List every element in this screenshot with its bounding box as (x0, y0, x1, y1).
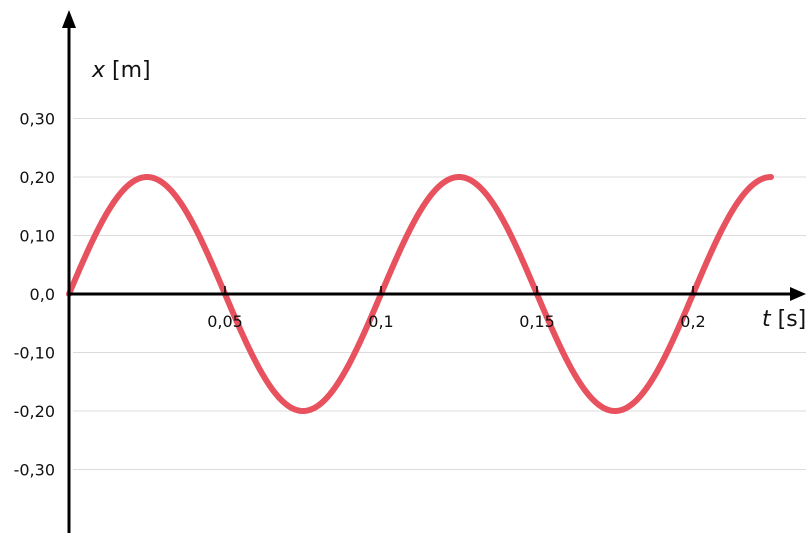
axes (62, 10, 806, 533)
x-tick-label: 0,2 (680, 312, 705, 331)
x-tick-label: 0,05 (207, 312, 243, 331)
y-tick-label: -0,30 (14, 461, 55, 480)
series-layer (66, 174, 774, 414)
x-tick-label: 0,15 (519, 312, 555, 331)
tick-layer: 0,30 0,20 0,10 0,0 -0,10 -0,20 -0,30 0,05 0,1 0,1… (14, 110, 706, 480)
series-line-displacement (66, 174, 774, 414)
y-axis-label-var: x (91, 58, 106, 83)
x-tick-label: 0,1 (368, 312, 393, 331)
y-tick-label: 0,30 (19, 110, 55, 129)
y-tick-label: 0,20 (19, 168, 55, 187)
gridlines (73, 118, 806, 470)
y-tick-label: 0,0 (30, 285, 55, 304)
y-axis-label-unit: [m] (105, 58, 151, 83)
y-tick-label: -0,20 (14, 402, 55, 421)
y-axis-arrow-icon (62, 10, 76, 28)
x-axis-label-var: t (762, 307, 772, 332)
y-tick-label: -0,10 (14, 344, 55, 363)
y-axis-label: x [m] (91, 58, 151, 83)
x-axis-label-unit: [s] (771, 307, 806, 332)
y-tick-label: 0,10 (19, 227, 55, 246)
x-axis-arrow-icon (790, 287, 806, 301)
x-axis-label: t [s] (762, 307, 806, 332)
